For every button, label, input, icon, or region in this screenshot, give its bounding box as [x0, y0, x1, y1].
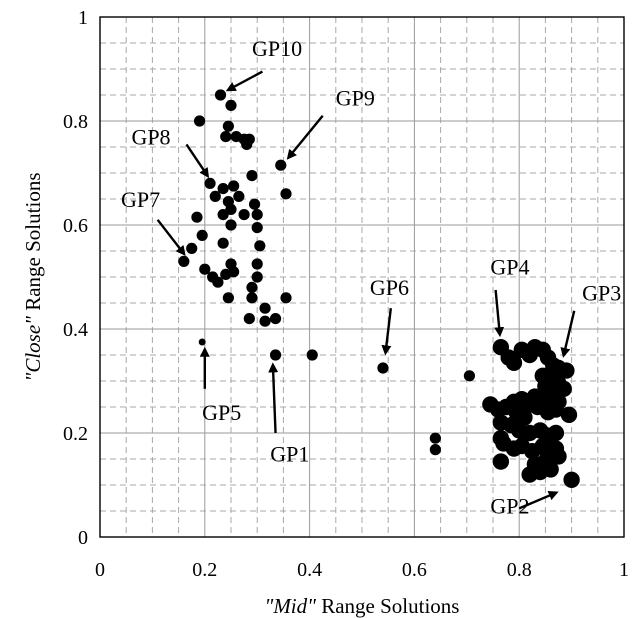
data-point	[217, 237, 229, 249]
data-point	[254, 240, 266, 252]
annotation-label: GP8	[131, 124, 170, 149]
data-point	[563, 471, 580, 488]
data-point	[220, 268, 232, 280]
data-point	[558, 362, 575, 379]
data-point	[251, 209, 263, 221]
annotation-arrow	[381, 308, 393, 356]
plot-frame	[99, 16, 625, 538]
data-point	[209, 190, 221, 202]
data-point	[217, 209, 229, 221]
data-point	[212, 276, 224, 288]
x-tick-label: 0	[95, 559, 105, 581]
data-point	[251, 258, 263, 270]
y-tick-label: 0	[78, 527, 88, 549]
data-point	[233, 190, 245, 202]
data-point	[269, 349, 282, 361]
data-point	[547, 401, 565, 418]
data-point	[542, 461, 559, 478]
data-point	[225, 99, 237, 111]
data-point	[243, 313, 255, 325]
annotation-label: GP3	[582, 280, 621, 305]
x-tick-label: 1	[619, 559, 629, 581]
data-point	[193, 115, 206, 127]
data-point	[251, 271, 263, 283]
data-point	[220, 131, 232, 143]
annotation-arrow	[518, 490, 559, 510]
data-point	[225, 203, 237, 215]
data-point	[225, 219, 237, 231]
data-point	[269, 313, 282, 325]
data-point	[505, 354, 523, 371]
y-tick-label: 1	[78, 7, 88, 29]
group-annotations: GP10 GP9 GP8 GP7 GP6 GP5 GP1 GP4 GP3 GP2	[121, 36, 621, 519]
data-point	[280, 188, 292, 200]
data-point	[429, 444, 441, 456]
x-axis-label: "Mid" Range Solutions	[265, 594, 460, 618]
annotation-label: GP6	[370, 275, 409, 300]
x-tick-label: 0.6	[402, 559, 427, 581]
annotation-arrow	[268, 362, 279, 434]
annotation-arrow	[225, 70, 264, 92]
annotation-arrow	[156, 219, 186, 256]
data-point	[280, 292, 292, 304]
annotation-arrow	[560, 310, 576, 358]
annotation-arrow	[286, 115, 324, 160]
data-point	[248, 198, 261, 210]
data-point	[204, 177, 216, 189]
data-point	[214, 89, 227, 101]
annotation-arrow	[185, 143, 210, 179]
data-point	[196, 229, 208, 241]
grid-lines	[100, 17, 624, 537]
data-point	[222, 120, 234, 132]
data-point	[550, 448, 567, 465]
y-tick-label: 0.2	[63, 423, 88, 445]
data-point	[222, 292, 234, 304]
annotation-arrow	[494, 289, 505, 338]
data-point	[492, 453, 510, 470]
data-point	[429, 432, 441, 444]
x-tick-label: 0.8	[507, 559, 532, 581]
data-point	[377, 362, 389, 374]
data-points	[178, 89, 580, 488]
x-tick-label: 0.2	[192, 559, 217, 581]
annotation-label: GP9	[336, 85, 375, 110]
annotation-label: GP10	[252, 36, 302, 61]
annotation-label: GP4	[490, 254, 529, 279]
data-point	[198, 338, 206, 346]
data-point	[246, 281, 258, 293]
data-point	[199, 263, 211, 275]
annotation-label: GP7	[121, 187, 160, 212]
annotation-label: GP2	[490, 494, 529, 519]
data-point	[217, 183, 229, 195]
data-point	[306, 349, 318, 361]
data-point	[238, 209, 250, 221]
data-point	[259, 315, 271, 327]
annotation-label: GP1	[270, 442, 309, 467]
data-point	[259, 302, 271, 314]
y-tick-labels: 0 0.2 0.4 0.6 0.8 1	[63, 7, 88, 549]
data-point	[516, 409, 533, 426]
data-point	[555, 380, 572, 397]
data-point	[275, 159, 287, 171]
data-point	[246, 292, 258, 304]
y-axis-label: "Close" Range Solutions	[21, 173, 45, 382]
x-tick-labels: 0 0.2 0.4 0.6 0.8 1	[95, 559, 629, 581]
data-point	[251, 222, 263, 234]
y-tick-label: 0.8	[63, 111, 88, 133]
data-point	[241, 138, 253, 150]
data-point	[178, 255, 190, 267]
y-tick-label: 0.4	[63, 319, 88, 341]
y-tick-label: 0.6	[63, 215, 88, 237]
data-point	[186, 242, 198, 254]
data-point	[228, 180, 240, 192]
annotation-label: GP5	[202, 400, 241, 425]
data-point	[560, 406, 578, 423]
data-point	[513, 391, 531, 408]
data-point	[191, 211, 203, 223]
x-tick-label: 0.4	[297, 559, 322, 581]
data-point	[246, 170, 258, 182]
data-point	[463, 370, 476, 382]
